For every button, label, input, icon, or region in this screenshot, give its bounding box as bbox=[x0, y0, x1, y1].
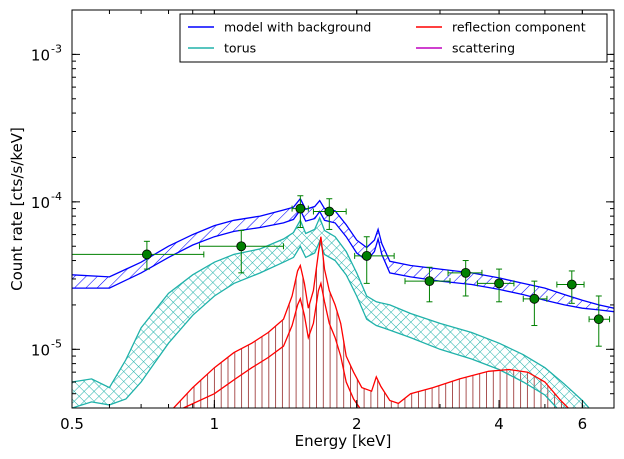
torus-lower-line bbox=[72, 239, 558, 408]
data-point bbox=[588, 295, 611, 347]
data-marker bbox=[529, 293, 540, 304]
data-point bbox=[447, 260, 483, 297]
plot-frame bbox=[71, 9, 615, 409]
data-marker bbox=[566, 279, 577, 290]
reflection-line bbox=[173, 236, 569, 408]
data-marker bbox=[236, 241, 247, 252]
data-marker bbox=[141, 249, 152, 260]
torus-upper-line bbox=[72, 216, 590, 408]
x-tick-label: 2 bbox=[352, 415, 362, 433]
legend-label: reflection component bbox=[452, 20, 586, 35]
model-lower-line bbox=[72, 208, 614, 313]
x-axis-label: Energy [keV] bbox=[295, 432, 392, 450]
model-upper-line bbox=[72, 197, 614, 309]
x-tick-label: 4 bbox=[494, 415, 504, 433]
plot-area bbox=[72, 195, 614, 408]
data-point bbox=[291, 195, 309, 229]
data-point bbox=[476, 268, 515, 303]
y-tick-label: 10 bbox=[31, 194, 50, 212]
legend: model with background reflection componen… bbox=[179, 13, 608, 63]
data-marker bbox=[324, 206, 335, 217]
data-point bbox=[72, 240, 205, 270]
reflection-upper-line bbox=[173, 236, 569, 408]
tick-labels: 0.5 1 2 4 610-510-410-3 bbox=[31, 42, 587, 433]
data-point bbox=[556, 270, 585, 304]
data-marker bbox=[295, 203, 306, 214]
legend-label: scattering bbox=[452, 41, 515, 56]
y-tick-exponent: -3 bbox=[51, 42, 62, 55]
y-tick-label: 10 bbox=[31, 46, 50, 64]
x-tick-label: 1 bbox=[210, 415, 220, 433]
data-point bbox=[404, 266, 451, 303]
data-point bbox=[354, 236, 395, 284]
data-marker bbox=[424, 276, 435, 287]
legend-entry: reflection component bbox=[416, 20, 586, 35]
legend-label: model with background bbox=[224, 20, 371, 35]
reflection-lower-line bbox=[183, 280, 361, 408]
x-tick-label: 0.5 bbox=[60, 415, 84, 433]
torus-band bbox=[72, 216, 590, 408]
data-marker bbox=[460, 267, 471, 278]
legend-entry: scattering bbox=[416, 41, 515, 56]
y-tick-label: 10 bbox=[31, 341, 50, 359]
data-marker bbox=[494, 278, 504, 289]
data-marker bbox=[593, 314, 604, 325]
x-tick-label: 6 bbox=[578, 415, 588, 433]
y-tick-exponent: -4 bbox=[51, 190, 62, 203]
data-point bbox=[522, 280, 548, 327]
data-point bbox=[312, 198, 347, 230]
legend-entry: model with background bbox=[188, 20, 371, 35]
data-points bbox=[72, 195, 611, 347]
reflection-fill bbox=[179, 257, 562, 408]
y-tick-exponent: -5 bbox=[51, 337, 62, 350]
data-marker bbox=[361, 251, 372, 261]
legend-entry: torus bbox=[188, 41, 256, 56]
legend-label: torus bbox=[224, 41, 256, 56]
y-axis-label: Count rate [cts/s/keV] bbox=[8, 127, 26, 291]
data-point bbox=[198, 229, 284, 274]
torus-band-fill bbox=[72, 217, 590, 408]
legend-box bbox=[179, 13, 608, 63]
